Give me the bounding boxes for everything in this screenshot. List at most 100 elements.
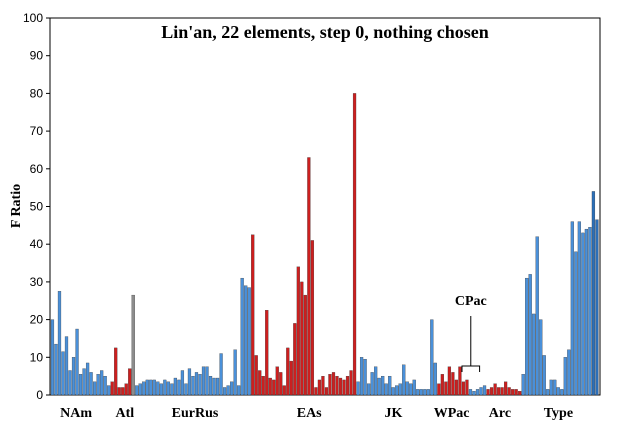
bar [391, 387, 395, 396]
bar [149, 379, 153, 396]
bar [584, 228, 589, 396]
bar [388, 375, 392, 396]
group-label: EurRus [172, 406, 219, 421]
bar [503, 381, 508, 396]
bar [275, 366, 279, 396]
bar [556, 387, 560, 396]
bar [89, 372, 93, 396]
bar [560, 389, 564, 396]
bar [338, 377, 343, 396]
bar [591, 191, 596, 396]
bar [377, 377, 381, 396]
bar [279, 372, 283, 396]
bar [205, 366, 209, 396]
bar [219, 353, 223, 396]
bar [525, 277, 529, 396]
y-tick-label: 100 [23, 11, 43, 25]
bar [493, 383, 497, 396]
bar [486, 389, 490, 396]
group-labels: NAm Atl EurRus EAs JK WPac Arc Type [60, 406, 573, 421]
y-ticks: 0 10 20 30 40 50 60 70 80 90 100 [23, 11, 50, 402]
bar [187, 368, 192, 396]
y-tick-label: 60 [30, 162, 44, 176]
bar [258, 370, 262, 396]
bar [384, 383, 388, 396]
bar [163, 379, 167, 396]
bar [472, 391, 476, 396]
bar [114, 347, 118, 396]
bar [177, 379, 181, 396]
bar [251, 234, 255, 396]
bar [324, 387, 329, 396]
bar [588, 227, 592, 396]
bar [286, 347, 290, 396]
bar [173, 377, 178, 396]
bar [433, 362, 437, 396]
bar [356, 381, 360, 396]
bar [75, 328, 79, 396]
bar [191, 375, 195, 396]
bar [128, 368, 132, 396]
bar [321, 375, 325, 396]
bar [496, 387, 501, 396]
annotation-bracket [461, 365, 481, 372]
bar [595, 219, 599, 396]
bar [317, 379, 322, 396]
bar [303, 294, 307, 396]
bar [451, 372, 455, 396]
bar [121, 387, 125, 396]
annotation-label: CPac [455, 294, 487, 309]
bar [352, 93, 357, 396]
group-label: JK [385, 406, 403, 421]
bar [345, 375, 350, 396]
bar [300, 281, 304, 396]
bar [507, 387, 511, 396]
y-tick-label: 10 [30, 350, 44, 364]
bar [170, 383, 174, 396]
bar [581, 232, 585, 396]
bar [549, 379, 553, 396]
bar [570, 221, 574, 396]
bar [465, 379, 469, 396]
bar [500, 387, 504, 396]
bar [419, 389, 423, 396]
bar [328, 374, 332, 396]
bar [254, 355, 258, 396]
bar [335, 375, 339, 396]
bar [85, 362, 90, 396]
bar [539, 319, 543, 396]
bar [402, 364, 406, 396]
bar [282, 385, 286, 396]
group-label: Arc [489, 406, 511, 421]
bar [416, 389, 420, 396]
bar [93, 381, 97, 396]
bar [261, 375, 265, 396]
bar [78, 374, 83, 396]
bar [103, 375, 107, 396]
y-tick-label: 30 [30, 275, 44, 289]
bar [489, 387, 494, 396]
bar [447, 366, 452, 396]
bar [184, 383, 188, 396]
bar [366, 383, 371, 396]
group-label: WPac [434, 406, 470, 421]
bar [64, 336, 69, 396]
bar [107, 385, 111, 396]
bar [363, 359, 367, 396]
bar [468, 389, 473, 396]
bar [201, 366, 206, 396]
bar [247, 287, 251, 396]
group-label: Atl [115, 406, 134, 421]
group-label: Type [544, 406, 573, 421]
group-label: EAs [297, 406, 322, 421]
bar [535, 236, 539, 396]
bar [237, 385, 241, 396]
bar [370, 372, 374, 396]
bar [54, 343, 58, 396]
bar [233, 349, 237, 396]
bar [458, 366, 462, 396]
y-tick-label: 80 [30, 86, 44, 100]
bar [82, 368, 86, 396]
bar [61, 351, 65, 396]
